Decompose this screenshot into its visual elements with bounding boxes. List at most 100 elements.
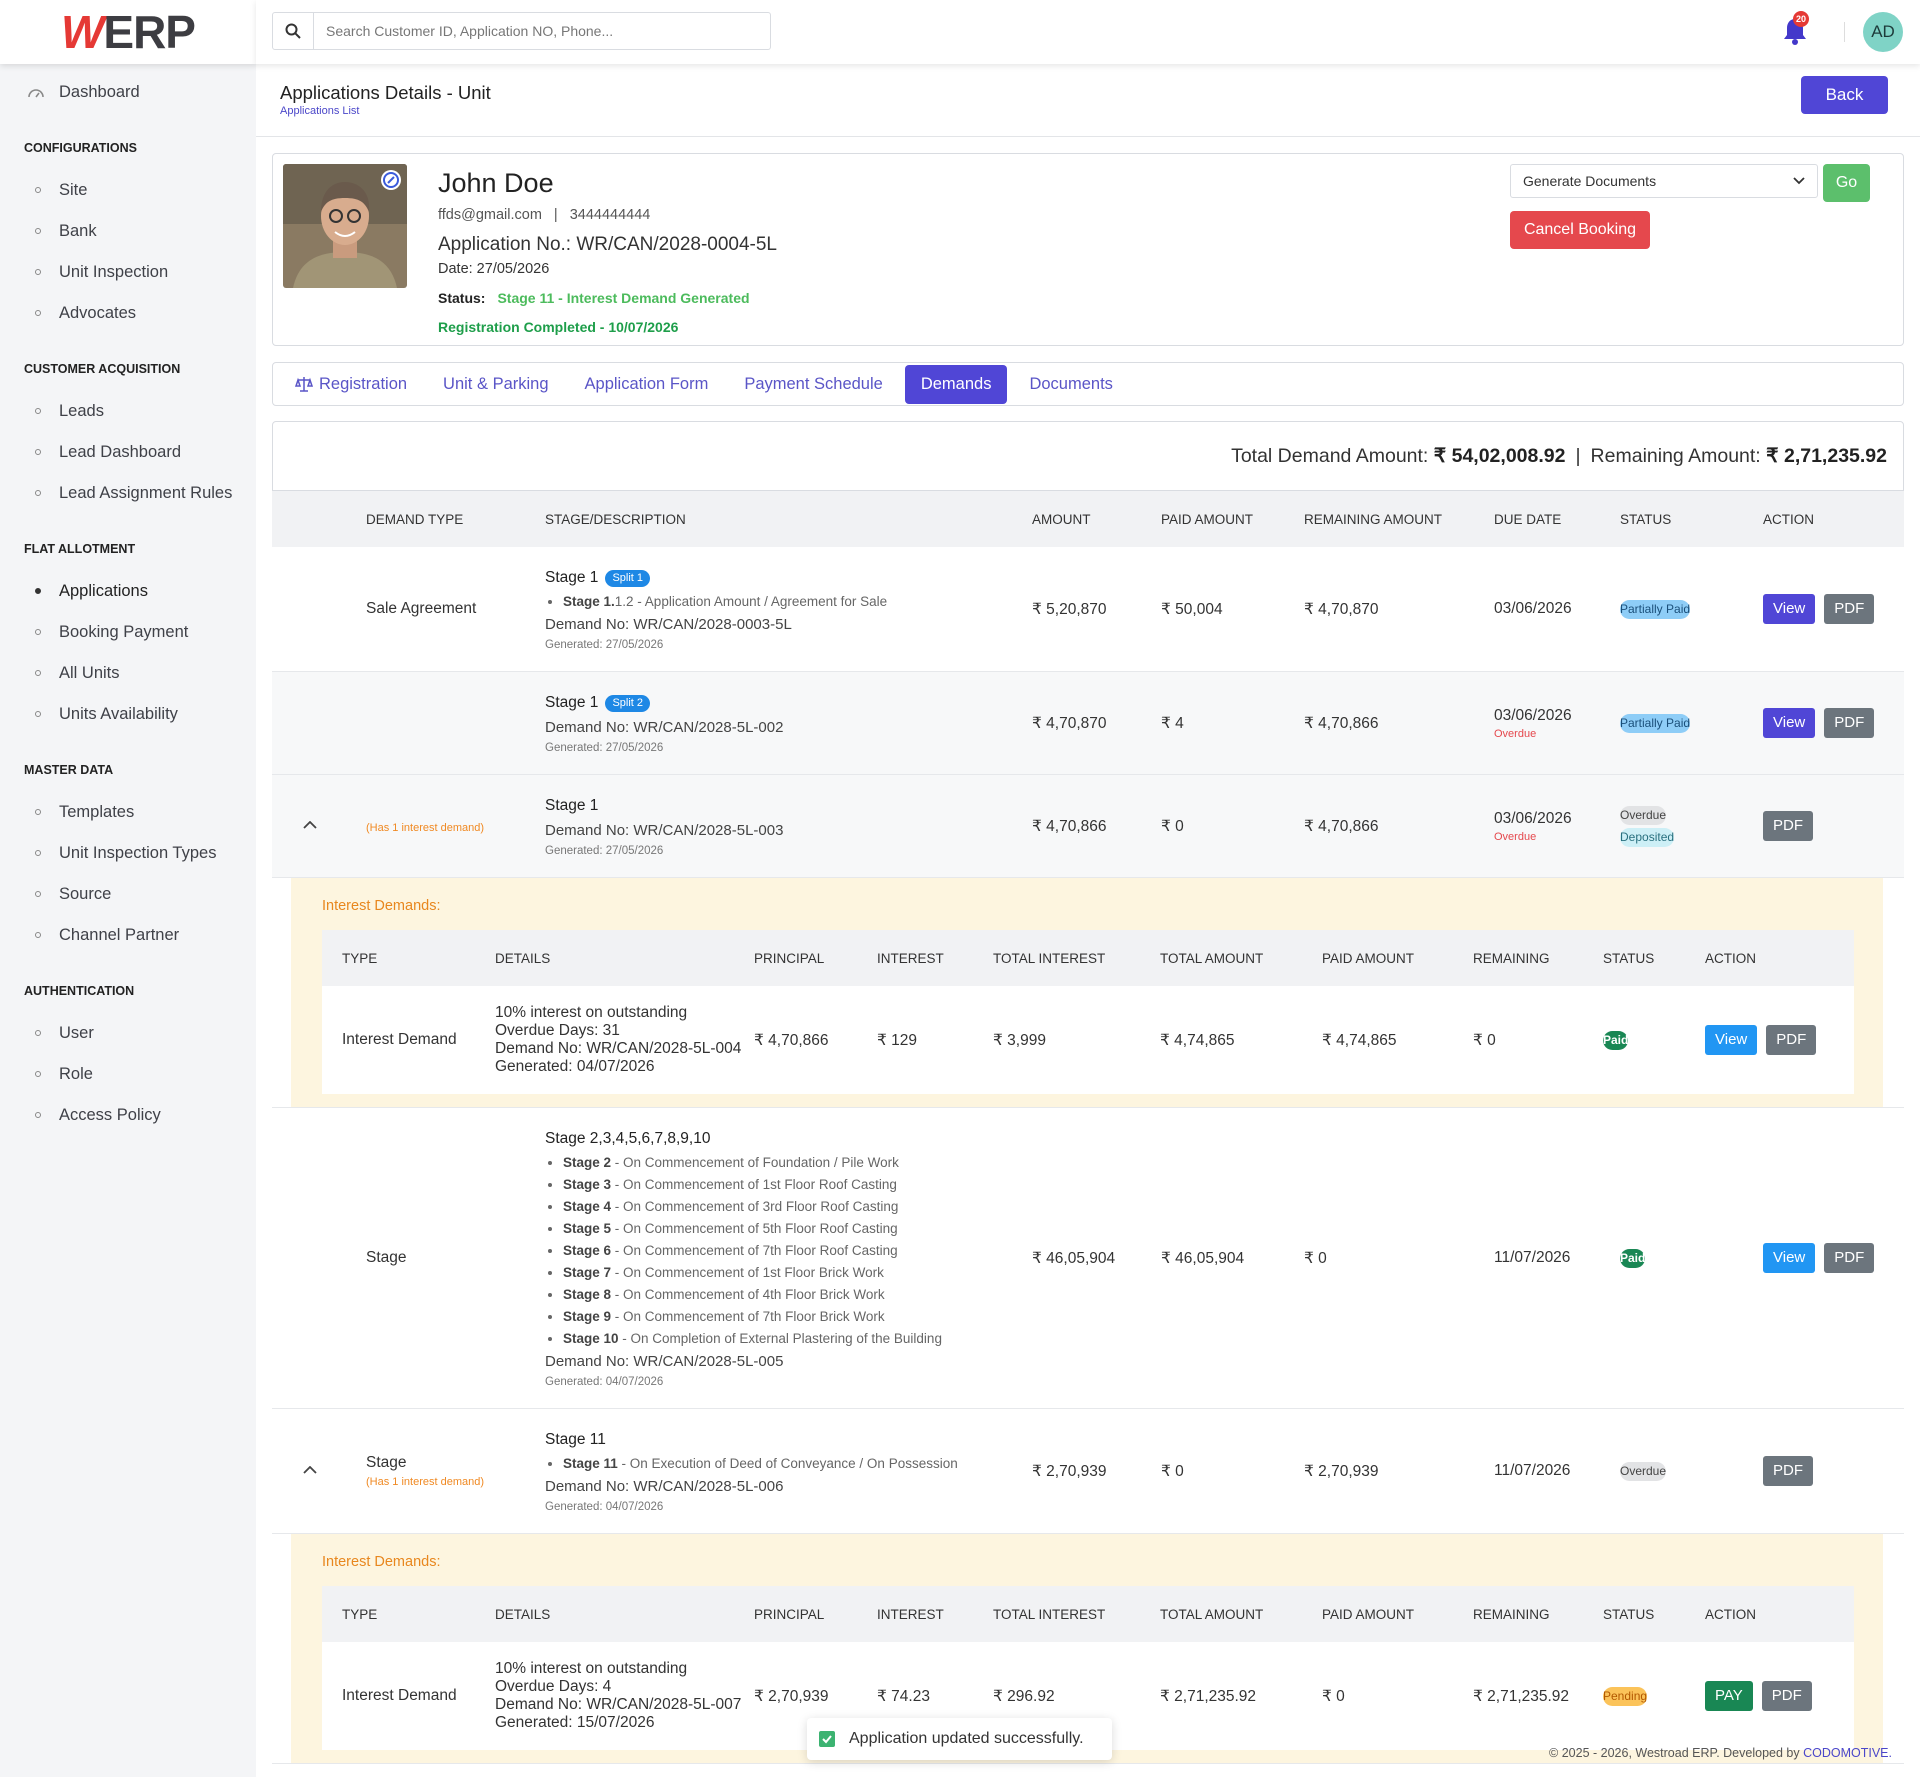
divider (1844, 22, 1845, 42)
nav-item[interactable]: Templates (0, 792, 256, 833)
breadcrumb[interactable]: Applications List (280, 105, 360, 117)
action-button[interactable]: PDF (1763, 1456, 1813, 1486)
nav-label: Channel Partner (59, 926, 180, 944)
tab[interactable]: Demands (904, 364, 1008, 404)
search[interactable]: Search Customer ID, Application NO, Phon… (272, 12, 771, 50)
icon[interactable] (303, 820, 317, 830)
action-button[interactable]: View (1763, 1243, 1816, 1273)
nav-item[interactable]: User (0, 1013, 256, 1054)
action-button[interactable]: PDF (1824, 1243, 1875, 1273)
nav-item[interactable]: All Units (0, 653, 256, 694)
total-interest: ₹ 3,999 (993, 986, 1160, 1094)
action-button[interactable]: View (1763, 594, 1816, 624)
stage: Stage 1 (545, 793, 1032, 819)
paid-amount: ₹ 4,74,865 (1322, 986, 1473, 1094)
header-cell: TOTAL AMOUNT (1160, 1586, 1322, 1642)
action-button[interactable]: View (1705, 1025, 1758, 1055)
action-button[interactable]: View (1763, 708, 1816, 738)
generate-select[interactable]: Generate Documents (1510, 164, 1818, 198)
nav-item[interactable]: Channel Partner (0, 915, 256, 956)
tab-label: Registration (319, 374, 408, 393)
topbar: Search Customer ID, Application NO, Phon… (256, 0, 1920, 64)
interest-cell: Interest Demands: TYPE DETAILS PRINCIPAL INT… (272, 877, 1904, 1108)
tab[interactable]: Documents (1011, 365, 1130, 404)
nav-item[interactable]: Source (0, 874, 256, 915)
type-cell: (Has 1 interest demand) (366, 774, 545, 878)
action-button[interactable]: PDF (1761, 1681, 1812, 1711)
stage-item: Stage 3 - On Commencement of 1st Floor R… (563, 1174, 1032, 1196)
nav-bullet (35, 891, 41, 897)
logo[interactable]: WERP (0, 0, 256, 64)
sidebar: WERP Dashboard CONFIGURATIONS Site Bank Unit… (0, 0, 256, 1777)
nav-item[interactable]: Lead Dashboard (0, 432, 256, 473)
application-date: Date: 27/05/2026 (438, 261, 550, 277)
cancel-button[interactable]: Cancel Booking (1510, 211, 1650, 249)
nav-bullet (35, 850, 41, 856)
nav-item[interactable]: Access Policy (0, 1095, 256, 1136)
action-button[interactable]: PDF (1824, 594, 1875, 624)
nav-item[interactable]: Applications (0, 571, 256, 612)
nav-item[interactable]: Units Availability (0, 694, 256, 735)
stage-name: Stage 11 (563, 1456, 618, 1471)
nav-bullet (35, 588, 41, 594)
tabs: Registration Unit & Parking Application Fo… (272, 362, 1904, 406)
due-cell: 03/06/2026 Overdue (1494, 774, 1620, 878)
logo-text: ERP (103, 6, 196, 58)
stage-name: Stage 7 (563, 1265, 612, 1280)
nav-item[interactable]: Unit Inspection Types (0, 833, 256, 874)
avatar[interactable]: AD (1863, 12, 1903, 52)
due-cell: 03/06/2026 (1494, 547, 1620, 672)
profile-card: John Doe ffds@gmail.com | 3444444444 Appli… (272, 153, 1904, 346)
nav-item[interactable]: Unit Inspection (0, 252, 256, 293)
stage-item: Stage 5 - On Commencement of 5th Floor R… (563, 1218, 1032, 1240)
nav-item[interactable]: Bank (0, 211, 256, 252)
total-amount: ₹ 54,02,008.92 (1433, 445, 1566, 467)
nav-item[interactable]: Role (0, 1054, 256, 1095)
nav-item[interactable]: Lead Assignment Rules (0, 473, 256, 514)
header-cell: INTEREST (877, 930, 993, 986)
action-button[interactable]: PDF (1766, 1025, 1817, 1055)
demand-summary: Total Demand Amount: ₹ 54,02,008.92 | Rema… (272, 421, 1904, 491)
nav-label: Bank (59, 222, 97, 240)
nav-label: Site (59, 181, 88, 199)
type-cell: Stage (Has 1 interest demand) (366, 1408, 545, 1534)
header-cell: DEMAND TYPE (366, 491, 545, 547)
stage-name: Stage 2 (563, 1155, 612, 1170)
interest-table: TYPE DETAILS PRINCIPAL INTEREST TOTAL INTERE… (322, 930, 1854, 1094)
interest-note: (Has 1 interest demand) (366, 1476, 484, 1488)
demand-no: Demand No: WR/CAN/2028-5L-005 (545, 1353, 784, 1370)
nav-item[interactable]: Leads (0, 391, 256, 432)
tab[interactable]: Payment Schedule (726, 365, 901, 404)
header-cell: PAID AMOUNT (1322, 1586, 1473, 1642)
stage: Stage 1 Split 2 (545, 690, 1032, 716)
search-icon (273, 13, 314, 49)
interest-header: TYPE DETAILS PRINCIPAL INTEREST TOTAL INTERE… (322, 1586, 1854, 1642)
toast-text: Application updated successfully. (849, 1730, 1084, 1747)
footer-link[interactable]: CODOMOTIVE. (1803, 1746, 1892, 1760)
action-button[interactable]: PAY (1705, 1681, 1753, 1711)
stage-cell: Stage 1 Split 1 Stage 1.1.2 - Application … (545, 547, 1032, 672)
action-button[interactable]: PDF (1763, 811, 1813, 841)
nav-item[interactable]: Advocates (0, 293, 256, 334)
action-cell: View PDF (1763, 1107, 1904, 1409)
status-value: Stage 11 - Interest Demand Generated (497, 290, 750, 306)
tab-label: Demands (920, 374, 992, 393)
nav-item[interactable]: Dashboard (0, 72, 256, 113)
go-button[interactable]: Go (1823, 164, 1870, 202)
nav-item[interactable]: Booking Payment (0, 612, 256, 653)
header-cell: TYPE (322, 1586, 495, 1642)
action-button[interactable]: PDF (1824, 708, 1875, 738)
back-button[interactable]: Back (1801, 76, 1888, 114)
tab[interactable]: Registration (277, 365, 425, 404)
header-cell: DUE DATE (1494, 491, 1620, 547)
paid-amount: ₹ 0 (1322, 1642, 1473, 1750)
icon[interactable] (303, 1465, 317, 1475)
tab[interactable]: Unit & Parking (425, 365, 566, 404)
nav-bullet (35, 1112, 41, 1118)
stage-list: Stage 11 - On Execution of Deed of Conve… (545, 1453, 1032, 1475)
action-cell: View PDF (1763, 547, 1904, 672)
status-badge: Partially Paid (1620, 599, 1691, 619)
nav-item[interactable]: Site (0, 170, 256, 211)
icon (28, 89, 44, 98)
tab[interactable]: Application Form (567, 365, 727, 404)
